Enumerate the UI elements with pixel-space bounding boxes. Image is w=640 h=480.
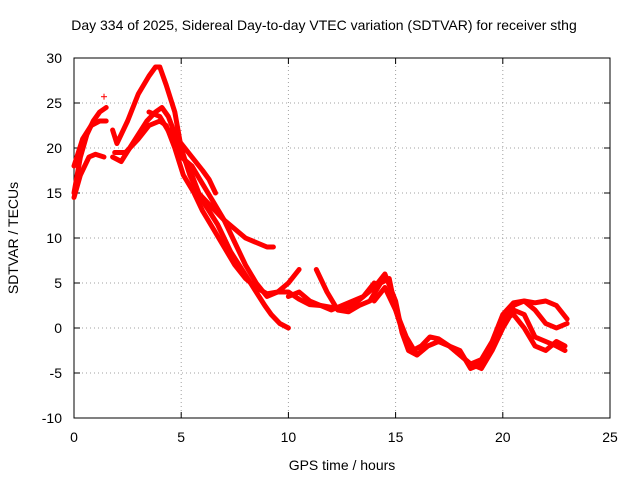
x-tick-label: 5 xyxy=(177,429,185,445)
data-series-track xyxy=(71,151,107,200)
y-tick-label: 5 xyxy=(54,275,62,291)
x-tick-label: 0 xyxy=(70,429,78,445)
y-tick-label: -5 xyxy=(50,365,63,381)
y-axis-label: SDTVAR / TECUs xyxy=(5,182,21,294)
x-axis-label: GPS time / hours xyxy=(289,457,396,473)
data-series-track xyxy=(313,267,570,371)
chart-title: Day 334 of 2025, Sidereal Day-to-day VTE… xyxy=(71,17,577,33)
axis-ticks xyxy=(73,57,611,419)
grid xyxy=(74,58,610,418)
x-tick-label: 15 xyxy=(388,429,404,445)
outlier-point xyxy=(101,93,108,100)
data-points xyxy=(71,64,570,371)
x-tick-label: 10 xyxy=(281,429,297,445)
y-tick-label: 15 xyxy=(46,185,62,201)
data-series-track xyxy=(500,312,568,353)
tick-labels: 0 5 10 15 20 25 -10 -5 0 5 10 15 20 25 30 xyxy=(42,50,618,445)
y-tick-label: -10 xyxy=(42,410,62,426)
y-tick-label: 25 xyxy=(46,95,62,111)
data-series-track xyxy=(146,109,377,311)
y-tick-label: 0 xyxy=(54,320,62,336)
x-tick-label: 20 xyxy=(495,429,511,445)
data-series-track xyxy=(371,285,568,371)
data-series-track xyxy=(71,118,109,169)
y-tick-label: 30 xyxy=(46,50,62,66)
y-tick-label: 10 xyxy=(46,230,62,246)
data-series-track xyxy=(168,127,218,196)
data-series-track xyxy=(110,105,291,331)
y-tick-label: 20 xyxy=(46,140,62,156)
x-tick-label: 25 xyxy=(602,429,618,445)
